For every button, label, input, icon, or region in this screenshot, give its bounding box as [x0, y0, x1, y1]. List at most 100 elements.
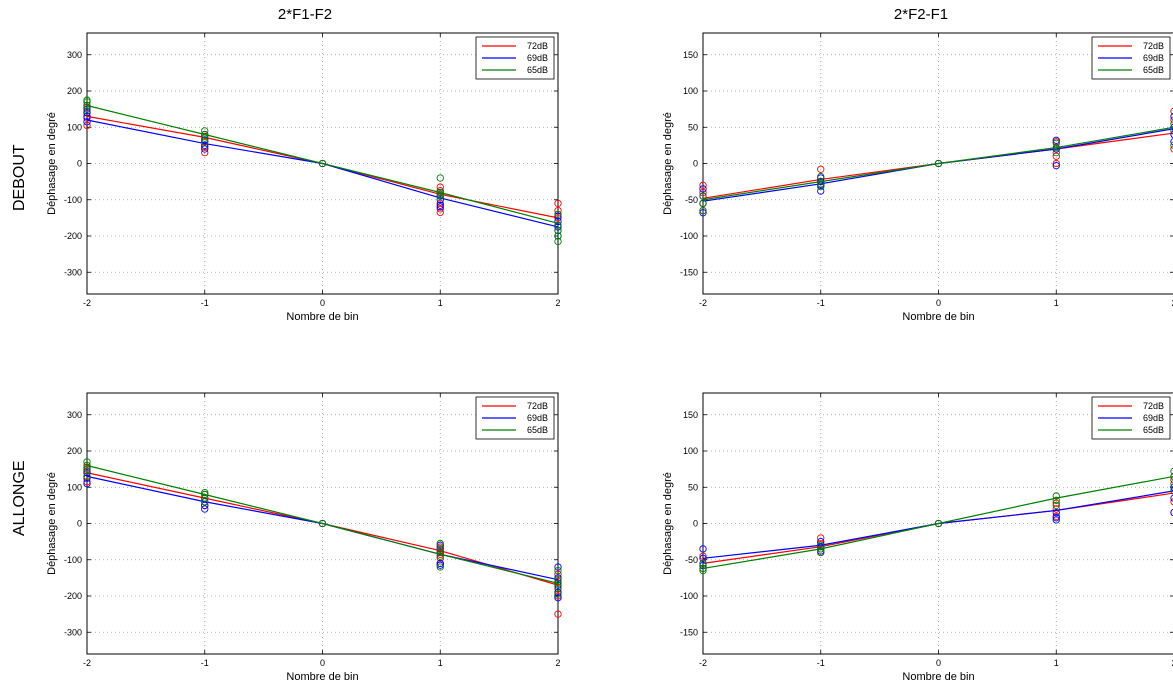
legend-label-69dB: 69dB [1143, 53, 1164, 63]
x-axis-label: Nombre de bin [902, 311, 974, 323]
data-point-65dB [1052, 501, 1060, 510]
data-point-72dB [1170, 476, 1173, 484]
x-tick-label: -1 [817, 298, 825, 308]
y-tick-label: 0 [693, 159, 698, 169]
data-point-72dB [554, 592, 562, 600]
x-tick-label: 0 [320, 298, 325, 308]
data-point-69dB [554, 594, 562, 602]
data-point-65dB [436, 192, 444, 200]
data-point-72dB [1052, 505, 1060, 513]
series-line-65dB [86, 104, 559, 224]
data-point-65dB [817, 545, 825, 553]
data-point-72dB [699, 188, 707, 197]
data-point-69dB [436, 201, 444, 209]
y-tick-label: -100 [64, 195, 82, 205]
data-point-65dB [436, 188, 444, 197]
data-point-65dB [554, 210, 562, 218]
data-point-72dB [554, 214, 562, 222]
data-point-65dB [318, 159, 327, 168]
data-point-65dB [1170, 141, 1173, 149]
data-point-69dB [817, 187, 825, 195]
data-point-72dB [554, 199, 562, 208]
y-tick-label: 200 [67, 446, 82, 456]
y-tick-label: 150 [683, 410, 698, 420]
x-tick-label: -1 [817, 658, 825, 668]
legend-label-69dB: 69dB [527, 53, 548, 63]
data-point-69dB [436, 196, 444, 204]
x-tick-label: 1 [438, 658, 443, 668]
data-point-72dB [83, 114, 91, 122]
y-tick-label: 0 [77, 159, 82, 169]
x-tick-label: 0 [320, 658, 325, 668]
data-point-65dB [817, 548, 825, 557]
x-tick-label: -1 [201, 658, 209, 668]
data-point-72dB [436, 183, 444, 191]
data-point-65dB [554, 226, 562, 235]
y-tick-label: 50 [688, 482, 698, 492]
data-point-69dB [554, 588, 562, 597]
data-point-69dB [699, 554, 707, 562]
data-point-65dB [1170, 480, 1173, 488]
y-tick-label: -100 [680, 591, 698, 601]
x-axis-label: Nombre de bin [286, 671, 358, 683]
data-point-65dB [318, 519, 327, 528]
data-point-65dB [201, 494, 209, 502]
data-point-65dB [436, 548, 444, 557]
data-point-65dB [1170, 487, 1173, 495]
data-point-65dB [1170, 127, 1173, 135]
y-tick-label: -50 [685, 195, 698, 205]
x-tick-label: 1 [1054, 658, 1059, 668]
data-point-65dB [554, 590, 562, 598]
data-point-72dB [554, 585, 562, 593]
legend-label-69dB: 69dB [527, 413, 548, 423]
y-tick-label: -300 [64, 267, 82, 277]
data-point-65dB [1170, 120, 1173, 128]
data-point-72dB [817, 165, 825, 173]
data-point-72dB [83, 463, 91, 471]
data-point-65dB [554, 583, 562, 591]
data-point-65dB [201, 498, 209, 506]
data-point-65dB [83, 98, 91, 106]
data-point-65dB [83, 458, 91, 466]
y-tick-label: -100 [64, 555, 82, 565]
y-tick-label: 100 [67, 122, 82, 132]
data-point-65dB [201, 489, 209, 497]
data-point-65dB [817, 180, 825, 188]
x-axis-label: Nombre de bin [286, 311, 358, 323]
data-point-72dB [554, 570, 562, 578]
data-point-65dB [436, 552, 444, 560]
data-point-69dB [554, 217, 562, 226]
series-line-65dB [702, 475, 1173, 570]
legend: 72dB 69dB 65dB [1091, 36, 1171, 80]
y-tick-label: -300 [64, 627, 82, 637]
data-point-65dB [83, 107, 91, 115]
legend: 72dB 69dB 65dB [475, 396, 555, 440]
data-point-69dB [201, 145, 209, 153]
data-point-65dB [201, 130, 209, 139]
y-tick-label: -150 [680, 267, 698, 277]
subplot-0: -2 -1 0 1 2 -300 -200 -100 0 100 200 300 Nombre de b… [46, 32, 562, 323]
data-point-65dB [699, 206, 707, 215]
data-point-65dB [1052, 148, 1060, 157]
data-point-72dB [554, 577, 562, 586]
data-point-65dB [201, 134, 209, 142]
legend-label-69dB: 69dB [1143, 413, 1164, 423]
data-point-69dB [817, 537, 825, 546]
data-point-65dB [817, 541, 825, 549]
data-point-72dB [436, 205, 444, 213]
data-point-72dB [201, 148, 209, 157]
legend-label-65dB: 65dB [527, 425, 548, 435]
data-point-72dB [1170, 116, 1173, 124]
x-axis-label: Nombre de bin [902, 671, 974, 683]
y-tick-label: 150 [683, 50, 698, 60]
data-point-72dB [1170, 498, 1173, 506]
y-tick-label: -200 [64, 591, 82, 601]
data-point-65dB [1170, 467, 1173, 475]
x-tick-label: -2 [699, 298, 707, 308]
data-point-65dB [554, 579, 562, 587]
y-tick-label: -200 [64, 231, 82, 241]
data-point-69dB [201, 505, 209, 513]
data-point-72dB [436, 187, 444, 195]
data-point-65dB [1052, 496, 1060, 504]
data-point-72dB [436, 199, 444, 208]
